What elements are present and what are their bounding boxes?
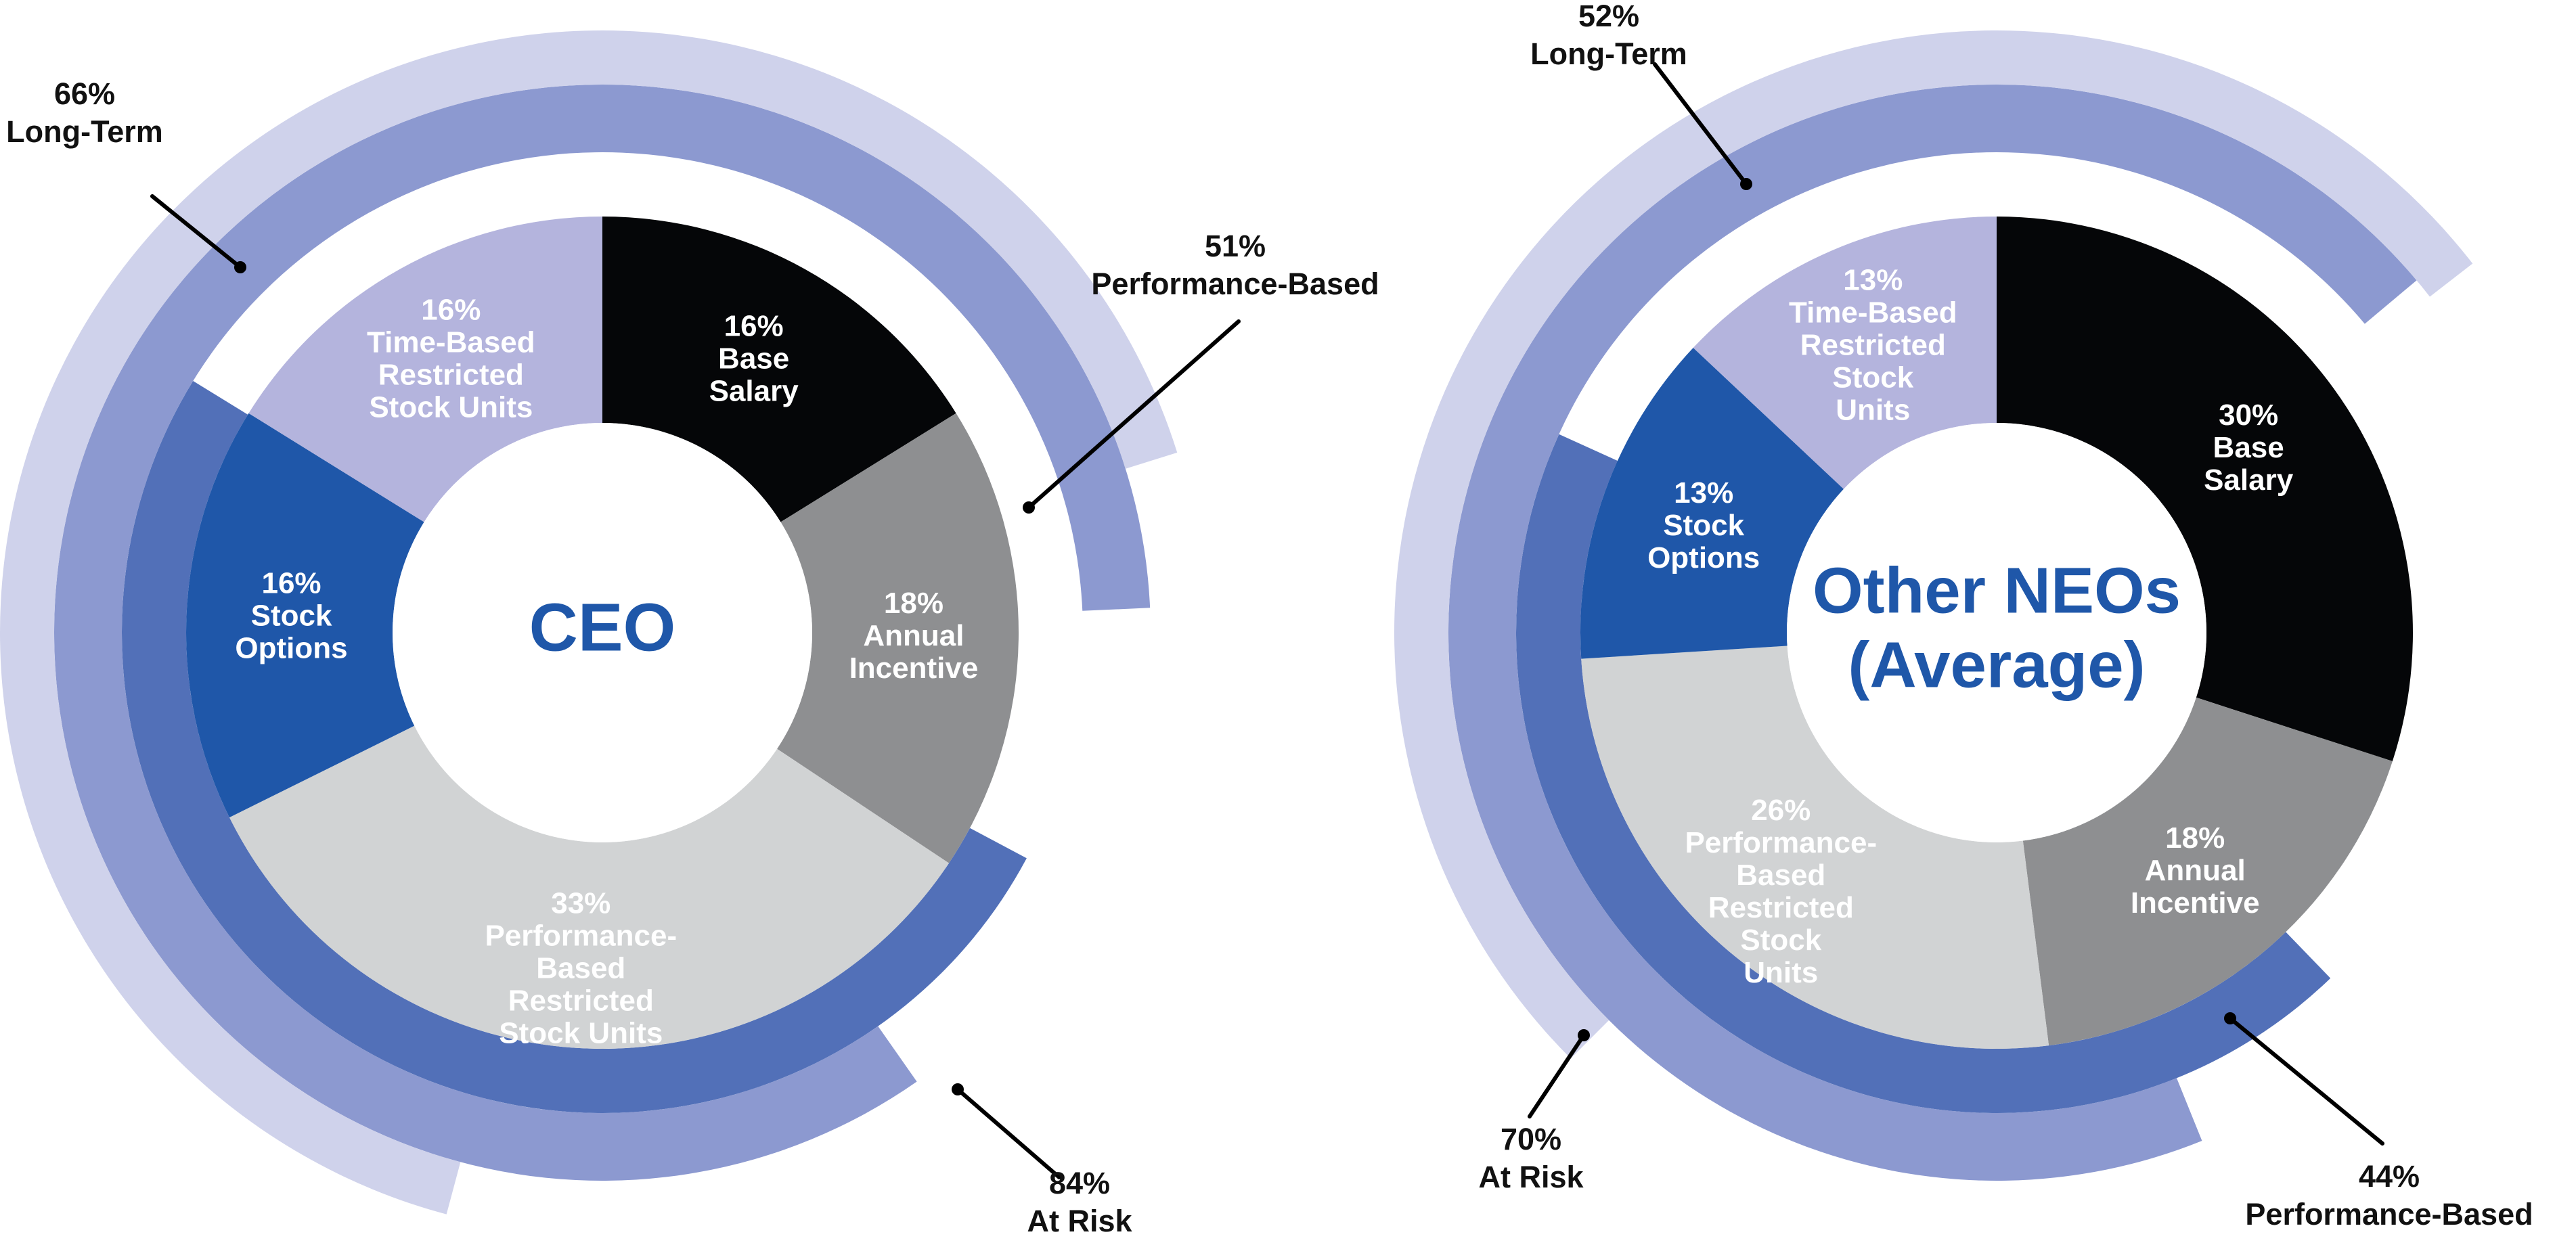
- performance-callout-line-1: Performance-Based: [1091, 267, 1379, 301]
- at-risk-leader-line: [956, 1087, 1061, 1179]
- performance-rsu-label-line-0: 26%: [1751, 794, 1811, 827]
- performance-rsu-label-line-2: Based: [536, 952, 625, 985]
- stock-options-label-line-1: Stock: [251, 599, 332, 633]
- performance-based-ring: [121, 380, 1027, 1114]
- at-risk-leader-line: [1528, 1033, 1586, 1118]
- long-term-leader-dot: [1740, 178, 1752, 190]
- annual-incentive-label-line-2: Incentive: [2131, 886, 2260, 920]
- long-term-callout-line-0: 52%: [1578, 0, 1639, 33]
- at-risk-leader-dot: [952, 1083, 964, 1095]
- long-term-leader-dot: [234, 261, 246, 273]
- time-rsu-label-line-0: 16%: [421, 294, 481, 327]
- time-rsu-segment: [1693, 217, 1997, 489]
- center-title-line-1: (Average): [1848, 629, 2145, 701]
- performance-rsu-label-line-3: Restricted: [1708, 891, 1854, 924]
- stock-options-label-line-0: 16%: [261, 567, 321, 600]
- at-risk-leader-dot: [1578, 1029, 1590, 1041]
- time-rsu-segment: [248, 217, 603, 522]
- performance-rsu-segment: [1581, 646, 2049, 1049]
- annual-incentive-label-line-0: 18%: [884, 587, 943, 620]
- annual-incentive-label-line-2: Incentive: [849, 652, 979, 685]
- performance-rsu-segment: [229, 725, 950, 1049]
- annual-incentive-label-line-1: Annual: [863, 619, 964, 652]
- base-salary-label-line-2: Salary: [709, 375, 799, 408]
- stock-options-segment: [186, 413, 424, 818]
- at-risk-ring: [1448, 84, 2417, 1181]
- base-salary-label-line-1: Base: [2213, 431, 2284, 464]
- time-rsu-label-line-2: Restricted: [378, 359, 524, 392]
- time-rsu-label-line-2: Restricted: [1800, 328, 1946, 361]
- ceo-pay-mix-chart: 16%BaseSalary18%AnnualIncentive33%Perfor…: [0, 30, 1379, 1238]
- performance-leader-dot: [2224, 1012, 2236, 1024]
- stock-options-segment: [1580, 348, 1844, 659]
- performance-based-ring: [1515, 434, 2331, 1113]
- performance-callout-line-0: 44%: [2359, 1159, 2420, 1194]
- performance-rsu-label-line-1: Performance-: [485, 920, 677, 953]
- performance-leader-line: [1027, 319, 1241, 510]
- center-circle: [1787, 423, 2206, 842]
- stock-options-label-line-2: Options: [235, 632, 347, 665]
- annual-incentive-segment: [2022, 697, 2393, 1046]
- annual-incentive-label-line-1: Annual: [2145, 854, 2246, 887]
- performance-rsu-label-line-4: Stock Units: [499, 1017, 663, 1050]
- long-term-leader-line: [1653, 62, 1748, 186]
- other-neos-pay-mix-chart: 30%BaseSalary18%AnnualIncentive26%Perfor…: [1394, 0, 2533, 1231]
- center-title-line-0: Other NEOs: [1813, 554, 2181, 627]
- time-rsu-label-line-1: Time-Based: [1789, 296, 1957, 329]
- stock-options-label-line-1: Stock: [1663, 509, 1744, 542]
- time-rsu-label-line-3: Stock Units: [369, 391, 533, 424]
- time-rsu-label-line-1: Time-Based: [367, 326, 535, 359]
- annual-incentive-label-line-0: 18%: [2165, 821, 2225, 855]
- center-title-line-0: CEO: [529, 589, 676, 665]
- performance-leader-dot: [1023, 501, 1035, 514]
- stock-options-label-line-0: 13%: [1674, 476, 1733, 510]
- time-rsu-label-line-0: 13%: [1843, 263, 1903, 296]
- center-circle: [393, 423, 812, 842]
- performance-rsu-label-line-4: Stock: [1740, 924, 1821, 957]
- long-term-callout-line-1: Long-Term: [1530, 37, 1687, 71]
- time-rsu-label-line-3: Stock: [1832, 361, 1913, 394]
- at-risk-callout-line-0: 84%: [1049, 1166, 1110, 1200]
- performance-callout-line-1: Performance-Based: [2245, 1197, 2533, 1231]
- performance-rsu-label-line-3: Restricted: [508, 984, 654, 1018]
- long-term-callout-line-1: Long-Term: [6, 114, 163, 149]
- at-risk-callout-line-1: At Risk: [1478, 1160, 1584, 1194]
- base-salary-segment: [1997, 217, 2413, 762]
- at-risk-callout-line-1: At Risk: [1027, 1204, 1132, 1238]
- base-salary-label-line-0: 16%: [724, 310, 784, 343]
- stock-options-label-line-2: Options: [1647, 541, 1760, 574]
- annual-incentive-segment: [777, 413, 1019, 863]
- base-salary-label-line-0: 30%: [2219, 399, 2278, 432]
- performance-rsu-label-line-2: Based: [1736, 859, 1825, 892]
- base-salary-label-line-1: Base: [718, 342, 789, 376]
- time-rsu-label-line-4: Units: [1836, 393, 1910, 426]
- performance-leader-line: [2228, 1016, 2384, 1146]
- performance-rsu-label-line-0: 33%: [551, 887, 610, 920]
- base-salary-label-line-2: Salary: [2204, 463, 2294, 497]
- long-term-callout-line-0: 66%: [54, 76, 115, 111]
- performance-rsu-label-line-5: Units: [1744, 956, 1818, 989]
- performance-rsu-label-line-1: Performance-: [1685, 826, 1877, 859]
- long-term-leader-line: [150, 194, 242, 269]
- performance-callout-line-0: 51%: [1205, 229, 1266, 263]
- long-term-ring: [1394, 30, 2473, 1059]
- at-risk-callout-line-0: 70%: [1501, 1122, 1561, 1156]
- base-salary-segment: [602, 217, 956, 522]
